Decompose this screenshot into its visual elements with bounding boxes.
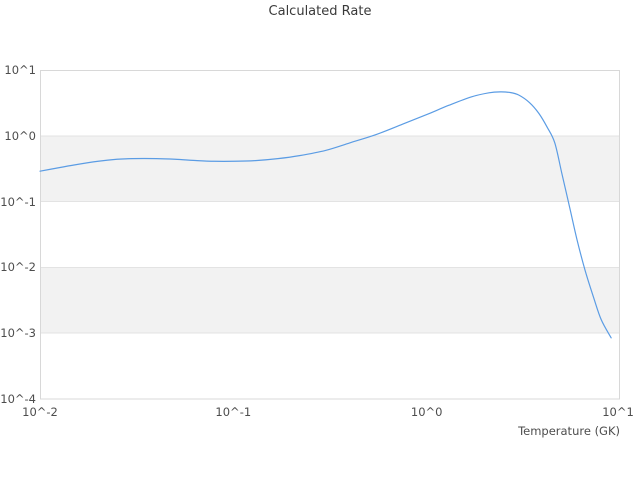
y-tick-label: 10^-4 xyxy=(0,392,36,406)
y-tick-label: 10^-1 xyxy=(0,194,36,209)
x-tick-label: 10^-1 xyxy=(215,405,252,419)
plot-border xyxy=(40,70,620,400)
rate-curve xyxy=(39,91,612,339)
decade-band xyxy=(40,135,620,202)
decade-band xyxy=(40,267,620,334)
x-tick-label: 10^1 xyxy=(602,405,634,419)
chart-title: Calculated Rate xyxy=(268,4,372,19)
decade-bands xyxy=(40,135,620,334)
y-tick-label: 10^1 xyxy=(4,63,36,77)
decade-gridlines xyxy=(40,135,620,334)
x-tick-label: 10^0 xyxy=(410,405,443,419)
x-tick-label: 10^-2 xyxy=(22,405,58,419)
x-axis-label: Temperature (GK) xyxy=(518,424,620,438)
y-tick-label: 10^-2 xyxy=(0,260,36,275)
y-tick-label: 10^0 xyxy=(4,128,36,143)
y-tick-label: 10^-3 xyxy=(0,326,36,341)
